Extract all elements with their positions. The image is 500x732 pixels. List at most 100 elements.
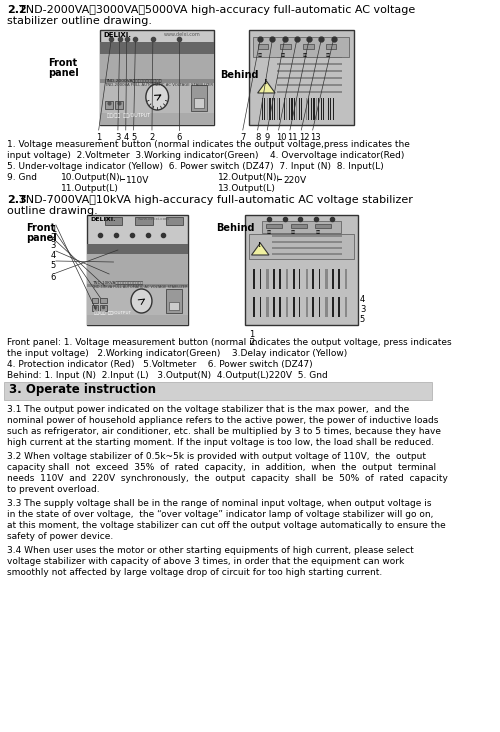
Bar (272, 241, 342, 243)
Bar (92, 298, 98, 303)
Text: 6: 6 (176, 133, 182, 142)
Bar (280, 44, 291, 49)
Bar (277, 56, 342, 58)
Bar (274, 98, 275, 120)
Text: 3.3 The supply voltage shall be in the range of nominal input voltage, when outp: 3.3 The supply voltage shall be in the r… (7, 499, 432, 508)
Bar (316, 224, 331, 228)
Bar (292, 269, 295, 289)
Bar (326, 297, 328, 317)
Bar (166, 289, 182, 313)
Bar (318, 98, 319, 120)
Bar (338, 269, 340, 289)
Text: such as refrigerator, air conditioner, etc. shall be multiplied by 3 to 5 times,: such as refrigerator, air conditioner, e… (7, 427, 441, 436)
Text: smoothly not affected by large voltage drop of circuit for too high starting cur: smoothly not affected by large voltage d… (7, 568, 382, 577)
Text: stabilizer outline drawing.: stabilizer outline drawing. (7, 16, 152, 26)
Bar (260, 269, 261, 289)
Bar (277, 91, 342, 93)
Bar (100, 83, 214, 113)
Text: 3: 3 (360, 305, 365, 314)
Text: 3.4 When user uses the motor or other starting equipments of high current, pleas: 3.4 When user uses the motor or other st… (7, 546, 414, 555)
Bar (292, 297, 295, 317)
Bar (88, 287, 188, 315)
Bar (266, 297, 268, 317)
Text: 4: 4 (50, 251, 56, 260)
Bar (284, 98, 286, 120)
Bar (105, 217, 122, 225)
FancyBboxPatch shape (88, 215, 188, 325)
Text: 2: 2 (150, 133, 154, 142)
Bar (258, 44, 268, 49)
Bar (272, 253, 342, 255)
Bar (194, 98, 204, 108)
Bar (308, 98, 310, 120)
Text: 输入: 输入 (266, 230, 272, 234)
Bar (267, 98, 268, 120)
Bar (291, 224, 306, 228)
Circle shape (131, 289, 152, 313)
Text: 2: 2 (249, 338, 254, 347)
Text: 1: 1 (249, 330, 254, 339)
Text: 3.2 When voltage stabilizer of 0.5k~5k is provided with output voltage of 110V, : 3.2 When voltage stabilizer of 0.5k~5k i… (7, 452, 426, 461)
Bar (105, 101, 112, 109)
Bar (286, 297, 288, 317)
Text: TND-2000VA、3000VA、5000VA high-accuracy full-automatic AC voltage: TND-2000VA、3000VA、5000VA high-accuracy f… (19, 5, 415, 15)
Text: 12.Output(N): 12.Output(N) (218, 173, 278, 182)
Text: input voltage)  2.Voltmeter  3.Working indicator(Green)    4. Overvoltage indica: input voltage) 2.Voltmeter 3.Working ind… (7, 151, 404, 160)
Bar (306, 269, 308, 289)
Text: 11.Output(L): 11.Output(L) (61, 184, 119, 193)
Text: voltage stabilizer with capacity of above 3 times, in order that the equipment c: voltage stabilizer with capacity of abov… (7, 557, 404, 566)
Bar (280, 297, 281, 317)
Text: 输入/保险  输出/OUTPUT: 输入/保险 输出/OUTPUT (108, 113, 150, 118)
FancyBboxPatch shape (244, 215, 358, 325)
Bar (326, 44, 336, 49)
Text: safety of power device.: safety of power device. (7, 532, 113, 541)
Bar (345, 297, 347, 317)
Text: TND-2000VA高精度全自动交流稳压器: TND-2000VA高精度全自动交流稳压器 (105, 78, 161, 82)
Bar (264, 98, 266, 120)
Text: !: ! (257, 241, 260, 249)
Text: 6: 6 (50, 273, 56, 282)
Text: 1: 1 (96, 133, 102, 142)
FancyBboxPatch shape (249, 30, 354, 125)
Text: 4. Protection indicator (Red)   5.Voltmeter    6. Power switch (DZ47): 4. Protection indicator (Red) 5.Voltmete… (7, 360, 312, 369)
Bar (116, 101, 123, 109)
Bar (100, 79, 214, 83)
Text: 4: 4 (123, 133, 128, 142)
Text: TND-10KVA FULL AUTOMATIC AC VOLTAGE STABILIZER: TND-10KVA FULL AUTOMATIC AC VOLTAGE STAB… (92, 285, 187, 289)
Text: 220V: 220V (283, 176, 306, 185)
Bar (266, 224, 282, 228)
Bar (338, 297, 340, 317)
Text: 1: 1 (50, 225, 56, 234)
Text: 2.3: 2.3 (7, 195, 26, 205)
Text: 8: 8 (255, 133, 260, 142)
Bar (311, 98, 312, 120)
Text: 13.Output(L): 13.Output(L) (218, 184, 276, 193)
Bar (312, 297, 314, 317)
Bar (262, 98, 264, 120)
Text: 3. Operate instruction: 3. Operate instruction (8, 383, 156, 396)
Text: 110V: 110V (126, 176, 149, 185)
Text: Front: Front (26, 223, 56, 233)
Text: 5: 5 (50, 261, 56, 270)
Text: nominal power of household appliance refers to the active power, the power of in: nominal power of household appliance ref… (7, 416, 438, 425)
Text: 13: 13 (310, 133, 320, 142)
Bar (286, 269, 288, 289)
Bar (166, 217, 184, 225)
Bar (306, 98, 308, 120)
Text: www.delixi.com: www.delixi.com (138, 217, 170, 221)
Bar (136, 217, 153, 225)
Bar (330, 98, 332, 120)
Text: panel: panel (48, 68, 79, 78)
Bar (273, 297, 275, 317)
Text: 5: 5 (360, 315, 365, 324)
Bar (100, 305, 106, 311)
Text: DELIXI.: DELIXI. (103, 32, 131, 38)
Bar (298, 98, 300, 120)
Text: 5: 5 (131, 133, 136, 142)
FancyBboxPatch shape (100, 30, 214, 125)
Text: 9: 9 (264, 133, 270, 142)
Bar (254, 37, 350, 57)
Polygon shape (258, 81, 275, 93)
Text: DELIXI.: DELIXI. (90, 217, 116, 222)
Bar (301, 98, 302, 120)
